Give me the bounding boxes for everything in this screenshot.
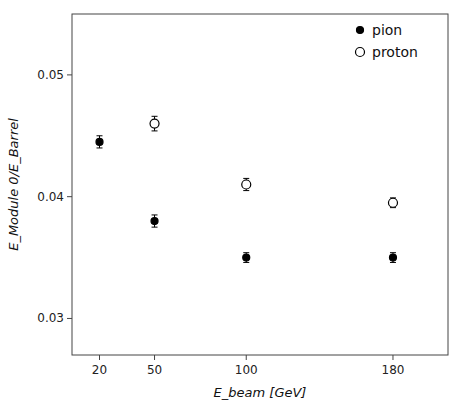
y-tick (67, 74, 72, 75)
y-tick (67, 196, 72, 197)
y-tick-label: 0.04 (37, 190, 64, 204)
x-tick-label: 180 (382, 363, 405, 377)
point (151, 218, 158, 225)
y-tick (67, 318, 72, 319)
error-cap (97, 135, 103, 136)
error-cap (97, 147, 103, 148)
chart: 20 50 100 180 0.03 0.04 0.05 E_beam [GeV] E_Modu… (0, 0, 462, 411)
error-cap (243, 190, 249, 191)
x-tick (246, 355, 247, 360)
error-cap (390, 252, 396, 253)
legend-marker (357, 27, 364, 34)
error-cap (152, 214, 158, 215)
legend-label: proton (372, 44, 418, 60)
legend-marker (356, 48, 365, 57)
legend: pion proton (356, 22, 418, 60)
x-axis-label: E_beam [GeV] (214, 385, 307, 400)
plot-frame (72, 14, 448, 355)
plot-marks (96, 116, 397, 262)
point (388, 198, 397, 207)
point (389, 254, 396, 261)
y-tick-label: 0.05 (37, 68, 64, 82)
x-tick-label: 50 (147, 363, 162, 377)
x-tick (392, 355, 393, 360)
error-cap (243, 178, 249, 179)
x-tick-label: 20 (92, 363, 107, 377)
error-cap (243, 252, 249, 253)
point (96, 138, 103, 145)
legend-label: pion (372, 22, 402, 38)
error-cap (152, 116, 158, 117)
point (150, 119, 159, 128)
point (242, 180, 251, 189)
x-tick (99, 355, 100, 360)
error-cap (243, 262, 249, 263)
error-cap (390, 262, 396, 263)
y-axis-label: E_Module 0/E_Barrel (6, 118, 21, 251)
error-cap (152, 227, 158, 228)
y-tick-label: 0.03 (37, 311, 64, 325)
x-tick (154, 355, 155, 360)
x-tick-label: 100 (235, 363, 258, 377)
error-cap (152, 130, 158, 131)
point (243, 254, 250, 261)
